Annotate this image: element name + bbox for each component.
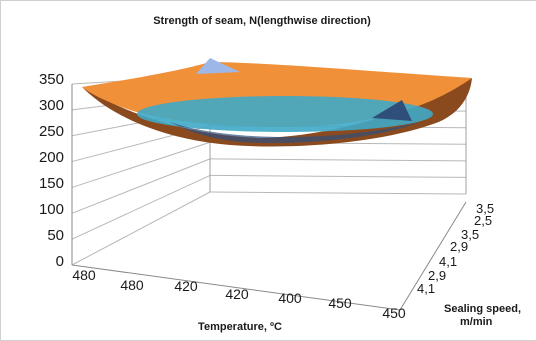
depth-tick-label: 4,1 (439, 254, 457, 269)
front-floor-edge (71, 264, 401, 311)
z-tick-label: 200 (39, 149, 64, 166)
surface-plot (82, 58, 472, 147)
z-tick-label: 100 (39, 201, 64, 218)
surface-shadow (170, 122, 420, 144)
x-tick-label: 420 (225, 286, 249, 302)
depth-axis-title: Sealing speed, (444, 303, 521, 315)
depth-tick-label: 2,9 (428, 268, 446, 283)
z-tick-label: 0 (56, 253, 64, 270)
gridline-side (71, 141, 211, 188)
depth-tick-label: 3,5 (461, 227, 479, 242)
z-tick-label: 350 (39, 71, 64, 88)
depth-tick-label: 2,9 (450, 239, 468, 254)
z-tick-labels: 350 300 250 200 150 100 50 0 (39, 71, 64, 270)
depth-tick-label: 4,1 (417, 281, 435, 296)
depth-tick-labels: 3,5 2,5 3,5 2,9 4,1 2,9 4,1 (417, 201, 494, 296)
x-tick-label: 480 (72, 267, 96, 283)
surface-inner-band (137, 96, 433, 132)
floor (72, 192, 466, 310)
z-tick-label: 50 (47, 227, 64, 244)
gridline-back (209, 158, 467, 162)
gridline-side (71, 158, 211, 214)
gridline-side (71, 191, 211, 266)
surface-right-fold (372, 100, 412, 121)
x-tick-labels: 480 480 420 420 400 450 450 (72, 267, 406, 321)
right-floor-edge (399, 201, 467, 311)
x-tick-label: 450 (382, 305, 406, 321)
z-tick-label: 250 (39, 123, 64, 140)
x-axis-title: Temperature, ºC (198, 321, 282, 333)
z-tick-label: 300 (39, 97, 64, 114)
surface-peak (196, 58, 240, 74)
x-tick-label: 450 (328, 295, 352, 311)
z-tick-label: 150 (39, 175, 64, 192)
x-tick-label: 420 (174, 278, 198, 294)
depth-axis-title-line2: m/min (460, 316, 493, 328)
depth-tick-label: 2,5 (474, 213, 492, 228)
x-tick-label: 480 (120, 277, 144, 293)
depth-tick-label: 3,5 (476, 201, 494, 216)
gridline-back (209, 191, 467, 195)
chart-title: Strength of seam, N(lengthwise direction… (153, 15, 371, 27)
gridline-side (71, 174, 211, 240)
gridline-back (209, 174, 467, 178)
x-tick-label: 400 (278, 290, 302, 306)
surface-underside (82, 78, 472, 147)
